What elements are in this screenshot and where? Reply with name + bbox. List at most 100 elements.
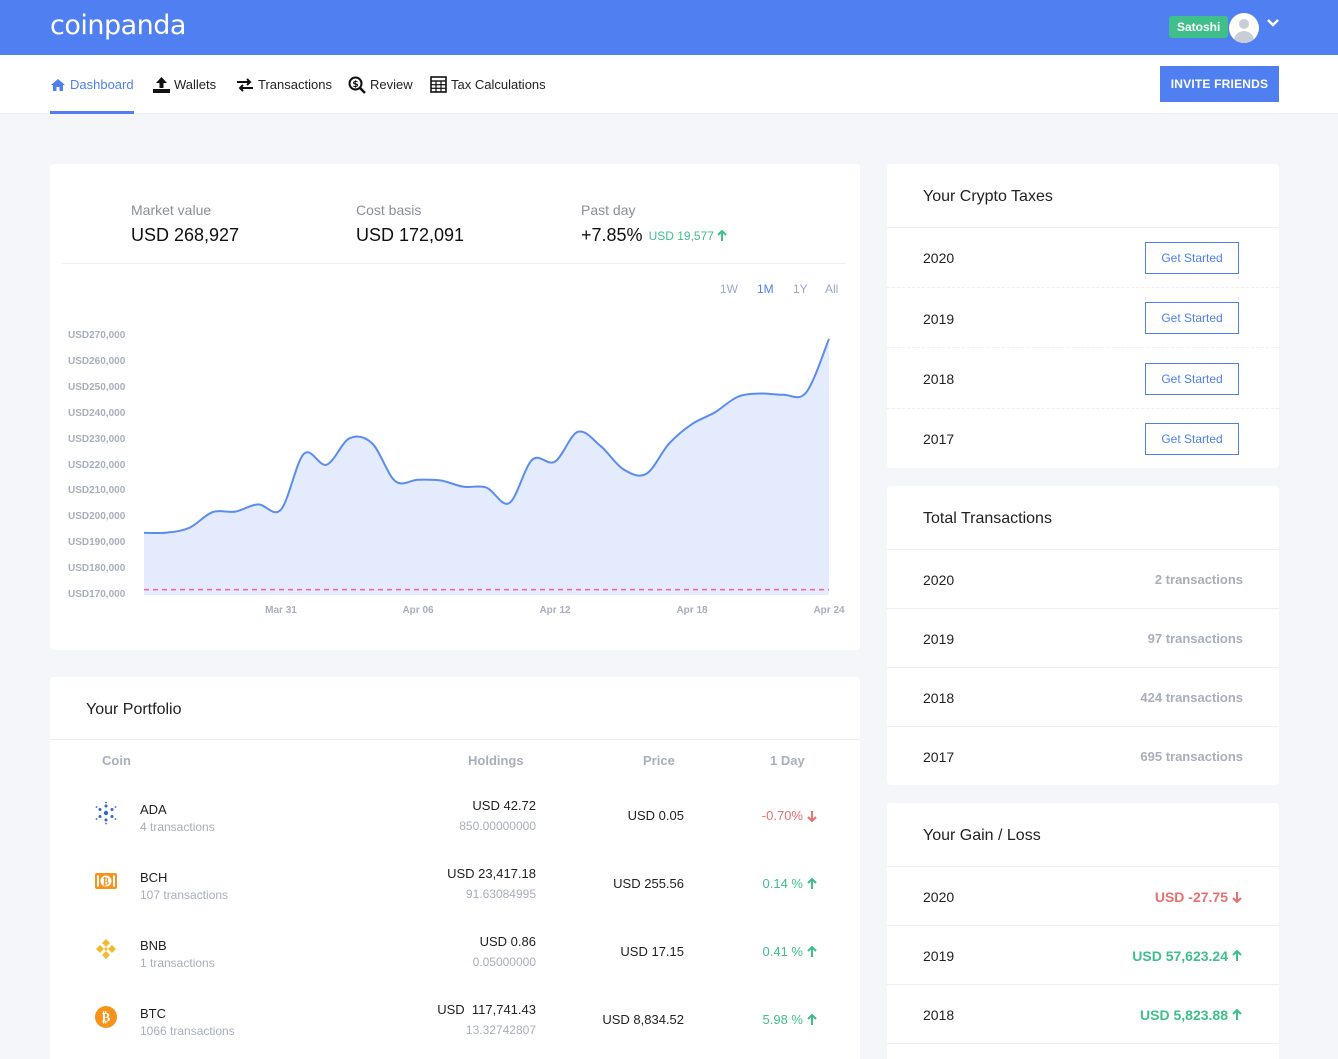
nav-transactions[interactable]: Transactions (236, 55, 332, 114)
bitcoin-cash-icon: ₿ (95, 873, 117, 889)
coin-price: USD 0.05 (627, 808, 684, 823)
get-started-button[interactable]: Get Started (1145, 242, 1239, 274)
tx-count: 2 transactions (1154, 572, 1243, 587)
coin-transactions: 107 transactions (140, 888, 229, 902)
list-item: 2019 Get Started (887, 287, 1279, 347)
day-change: 0.41 % (763, 944, 818, 959)
y-tick-label: USD180,000 (68, 563, 126, 575)
tax-year: 2019 (923, 311, 955, 327)
arrow-up-icon (807, 945, 817, 957)
col-coin[interactable]: Coin (102, 753, 131, 768)
holdings-amount: 91.63084995 (465, 887, 536, 901)
day-change-value: 5.98 % (762, 1012, 803, 1027)
coin-transactions: 1066 transactions (140, 1024, 235, 1038)
list-item[interactable]: 2020 2 transactions (887, 549, 1279, 608)
list-item: 2020 Get Started (887, 227, 1279, 287)
col-1day[interactable]: 1 Day (770, 753, 805, 768)
col-price[interactable]: Price (643, 753, 675, 768)
get-started-button[interactable]: Get Started (1145, 302, 1239, 334)
chevron-down-icon[interactable] (1266, 18, 1280, 28)
nav-review-label: Review (370, 77, 413, 92)
coin-symbol: BNB (140, 938, 167, 953)
market-value: USD 268,927 (131, 225, 240, 245)
chart-area (144, 338, 829, 595)
arrow-down-icon (1232, 892, 1242, 903)
market-value-label: Market value (131, 202, 212, 218)
y-tick-label: USD190,000 (68, 537, 126, 549)
tax-year: 2018 (923, 371, 955, 387)
holdings-usd: USD 42.72 (472, 798, 536, 813)
coin-symbol: BCH (140, 870, 168, 885)
tx-year: 2018 (923, 690, 955, 706)
day-change: 0.14 % (763, 876, 818, 891)
nav-review[interactable]: $ Review (348, 55, 413, 114)
y-tick-label: USD270,000 (68, 330, 126, 341)
portfolio-chart-card: Market value USD 268,927 Cost basis USD … (50, 164, 860, 650)
gain-loss-card: Your Gain / Loss 2020 USD -27.75 2019 US… (887, 803, 1279, 1059)
tax-year: 2020 (923, 250, 955, 266)
y-tick-label: USD170,000 (68, 589, 126, 600)
cost-basis-value: USD 172,091 (356, 225, 465, 245)
nav-dashboard-label: Dashboard (70, 77, 134, 92)
holdings-amount: 0.05000000 (472, 955, 536, 969)
holdings-usd: USD 117,741.43 (437, 1002, 536, 1017)
nav-wallets[interactable]: Wallets (153, 55, 216, 114)
gain-value: USD 5,823.88 (1140, 1007, 1243, 1023)
crypto-taxes-card: Your Crypto Taxes 2020 Get Started 2019 … (887, 164, 1279, 468)
tx-count: 424 transactions (1140, 690, 1243, 705)
list-item[interactable]: 2019 97 transactions (887, 608, 1279, 667)
arrow-down-icon (807, 810, 817, 822)
list-item[interactable]: 2017 695 transactions (887, 726, 1279, 785)
col-holdings[interactable]: Holdings (468, 753, 524, 768)
gain-year: 2018 (923, 1007, 955, 1023)
get-started-button[interactable]: Get Started (1145, 423, 1239, 455)
cost-basis-label: Cost basis (356, 202, 422, 218)
list-item[interactable]: 2020 USD -27.75 (887, 866, 1279, 925)
past-day-change: +7.85% USD 19,577 (581, 225, 728, 246)
range-1m[interactable]: 1M (757, 282, 774, 296)
arrow-up-icon (807, 877, 817, 889)
coin-transactions: 4 transactions (140, 820, 215, 834)
stats-divider (62, 263, 846, 264)
holdings-amount: 850.00000000 (459, 819, 536, 833)
list-item (887, 1043, 1279, 1059)
list-item[interactable]: 2019 USD 57,623.24 (887, 925, 1279, 984)
list-item[interactable]: 2018 424 transactions (887, 667, 1279, 726)
gain-value-text: USD -27.75 (1154, 889, 1228, 905)
portfolio-divider (50, 739, 860, 740)
gain-year: 2020 (923, 889, 955, 905)
tax-year: 2017 (923, 431, 955, 447)
nav-dashboard[interactable]: Dashboard (50, 55, 134, 114)
gain-value: USD 57,623.24 (1132, 948, 1243, 964)
range-1w[interactable]: 1W (720, 282, 738, 296)
list-item[interactable]: 2018 USD 5,823.88 (887, 984, 1279, 1043)
past-day-percent: +7.85% (581, 225, 643, 245)
user-name-badge[interactable]: Satoshi (1169, 16, 1229, 38)
tx-count: 695 transactions (1140, 749, 1243, 764)
list-item: 2017 Get Started (887, 408, 1279, 468)
day-change-value: 0.41 % (762, 944, 803, 959)
x-tick-label: Apr 12 (539, 605, 571, 616)
range-1y[interactable]: 1Y (793, 282, 808, 296)
get-started-button[interactable]: Get Started (1145, 363, 1239, 395)
coin-symbol: BTC (140, 1006, 166, 1021)
total-transactions-title: Total Transactions (923, 510, 1052, 527)
app-logo[interactable]: coinpanda (50, 10, 186, 41)
avatar[interactable] (1229, 13, 1259, 43)
invite-friends-button[interactable]: INVITE FRIENDS (1160, 66, 1279, 102)
y-tick-label: USD260,000 (68, 355, 126, 367)
arrow-up-icon (1232, 1009, 1242, 1020)
coin-price: USD 255.56 (613, 876, 684, 891)
y-tick-label: USD220,000 (68, 459, 126, 471)
gain-value-text: USD 5,823.88 (1140, 1007, 1228, 1023)
holdings-usd: USD 0.86 (479, 934, 536, 949)
bitcoin-icon: ₿ (95, 1006, 117, 1028)
arrows-icon (237, 77, 253, 92)
arrow-up-icon (717, 229, 727, 241)
binance-icon (96, 939, 116, 959)
coin-price: USD 8,834.52 (602, 1012, 684, 1027)
gain-value: USD -27.75 (1155, 889, 1243, 905)
range-all[interactable]: All (825, 282, 839, 296)
nav-tax-calculations[interactable]: Tax Calculations (430, 55, 546, 114)
y-tick-label: USD240,000 (68, 407, 126, 419)
